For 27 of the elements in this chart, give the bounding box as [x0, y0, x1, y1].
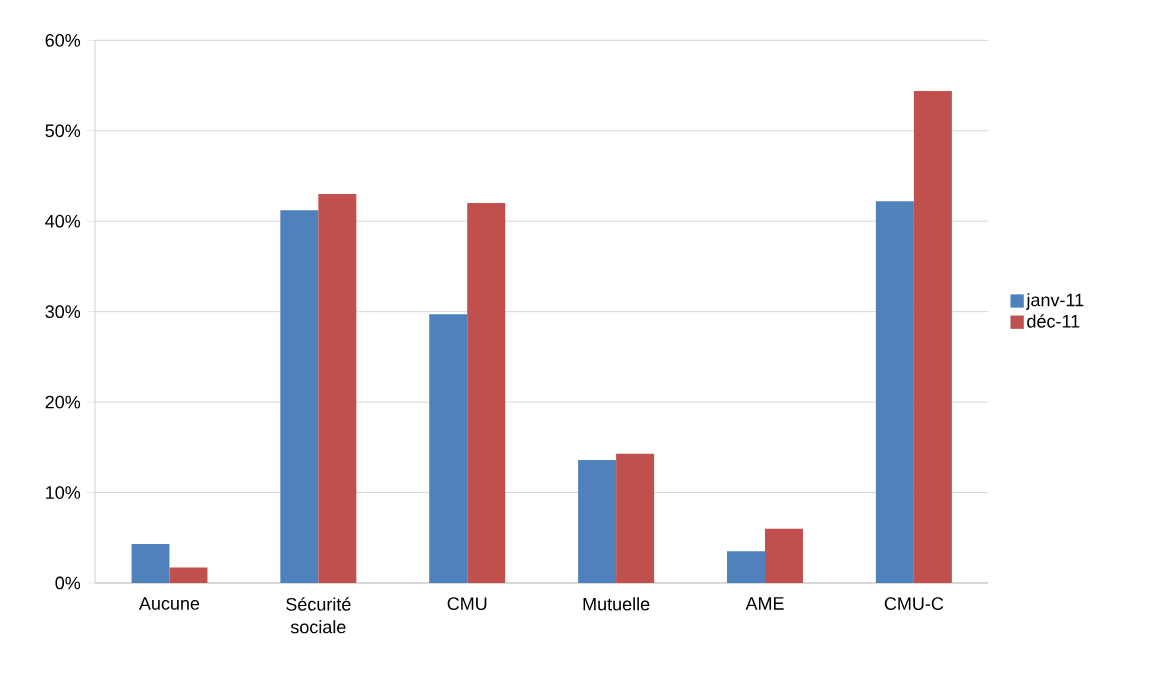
y-tick-label: 50% [45, 124, 81, 138]
x-tick-label: Sécurité sociale [286, 597, 351, 634]
bar [765, 528, 803, 583]
bar [875, 201, 914, 583]
bar [578, 459, 617, 583]
x-tick-label: AME [745, 597, 784, 610]
bar [131, 544, 170, 583]
bar [429, 314, 468, 583]
legend-label: janv-11 [1026, 293, 1084, 310]
x-tick-label: CMU [447, 597, 487, 610]
bar [318, 194, 357, 583]
y-tick-label: 60% [45, 33, 81, 47]
bar [467, 203, 506, 583]
x-tick-label: Aucune [138, 597, 200, 610]
x-tick-label: CMU-C [884, 597, 944, 610]
legend-label: déc-11 [1027, 314, 1080, 328]
y-tick-label: 40% [45, 214, 81, 228]
bar [727, 551, 765, 583]
y-tick-label: 0% [55, 576, 81, 590]
y-tick-label: 30% [45, 305, 81, 319]
bar [280, 210, 319, 583]
bar [169, 567, 208, 583]
y-tick-label: 10% [46, 486, 81, 499]
bar [616, 453, 655, 583]
x-tick-label: Mutuelle [583, 597, 650, 611]
y-tick-label: 20% [45, 395, 81, 409]
bar [913, 90, 952, 583]
